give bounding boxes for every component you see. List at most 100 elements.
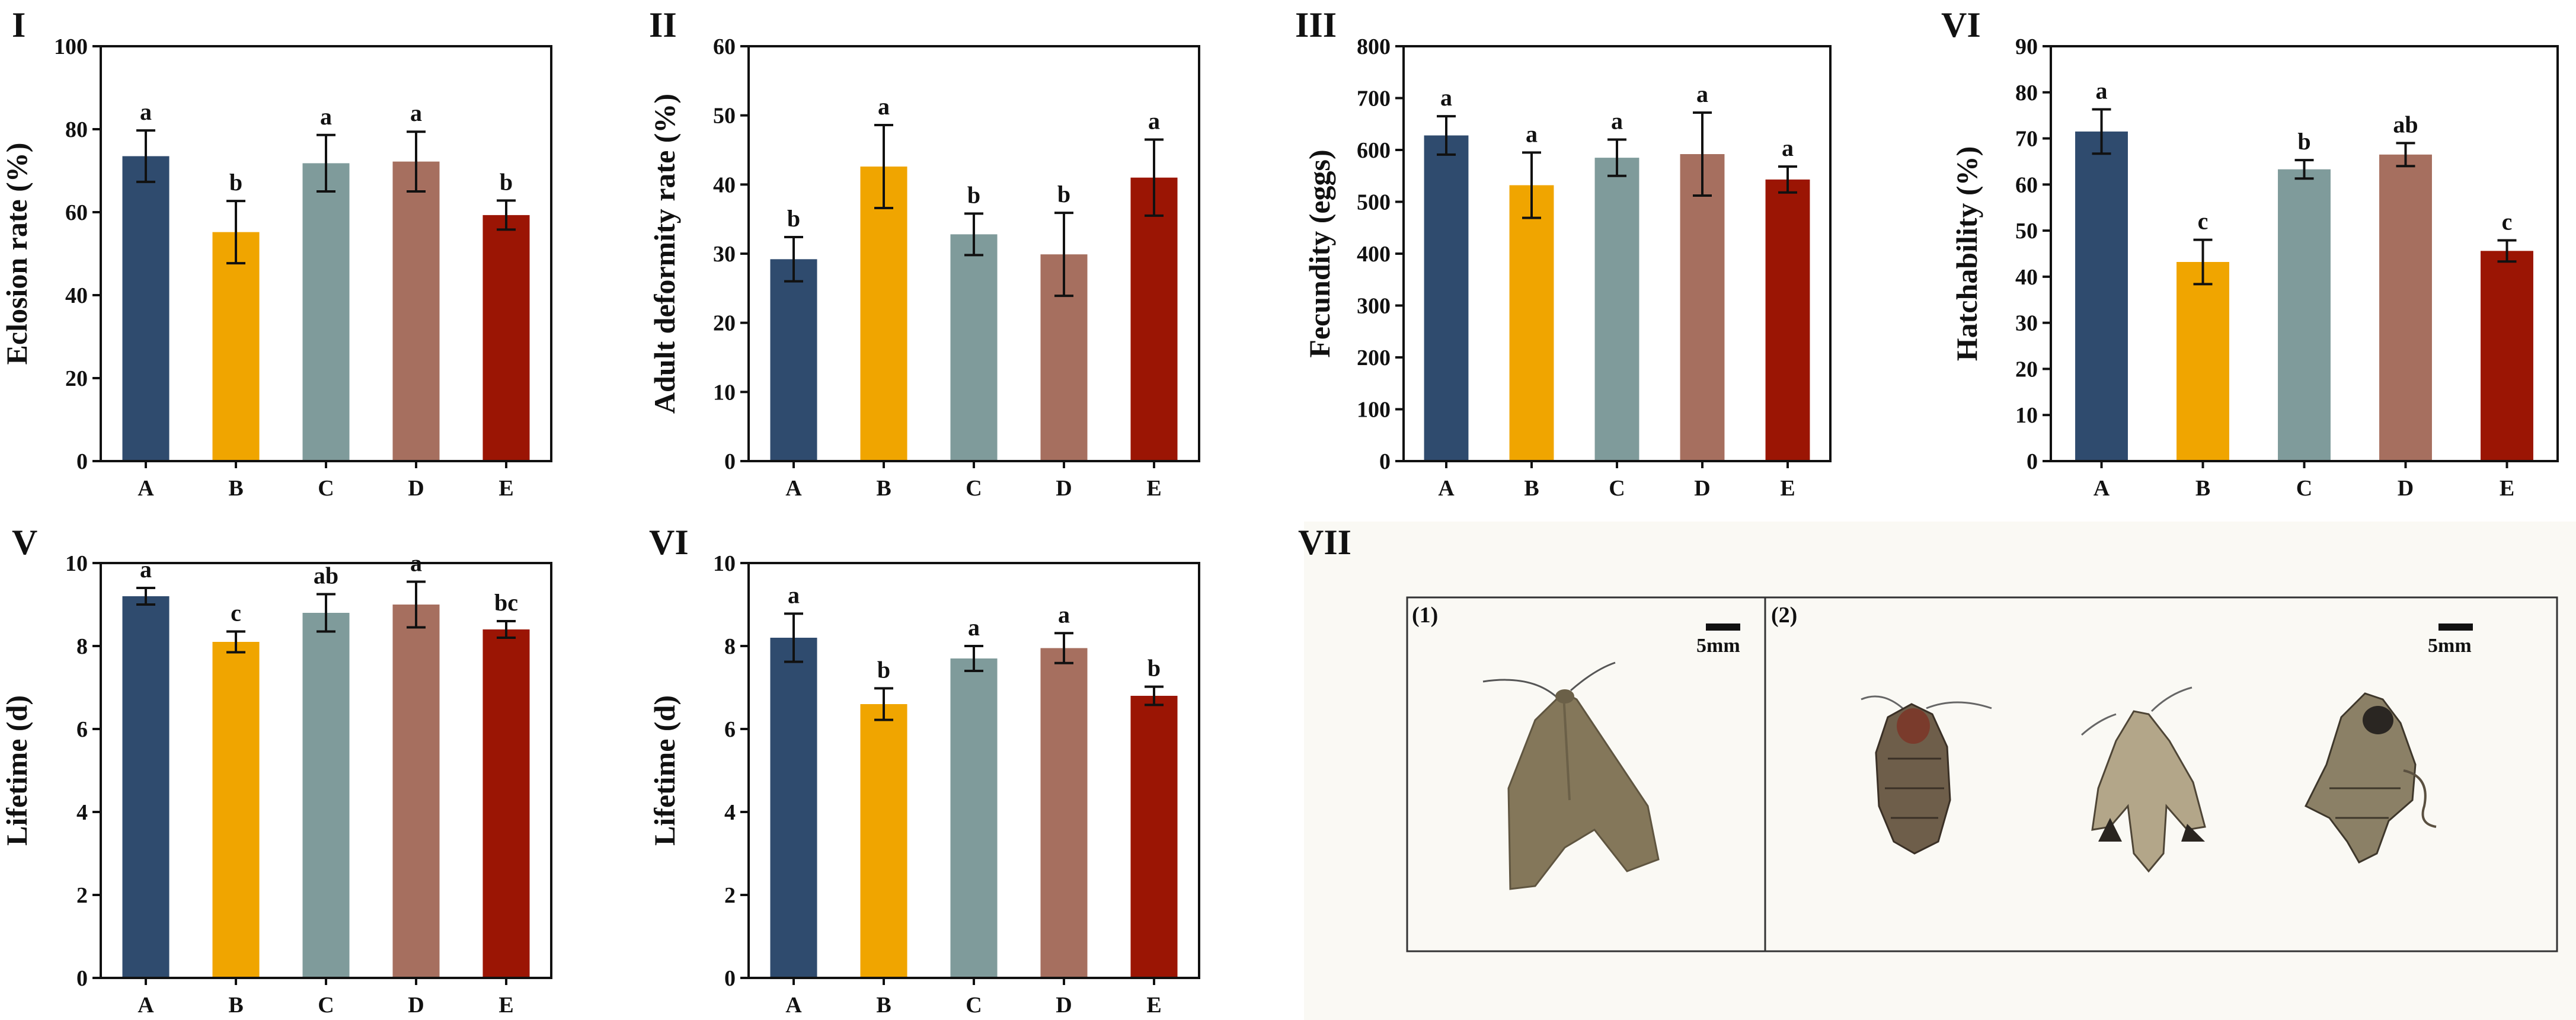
x-tick-label-E: E: [1146, 476, 1161, 501]
bar-D: [2379, 154, 2432, 461]
y-axis-title: Lifetime (d): [648, 695, 681, 846]
y-tick-label: 0: [2027, 449, 2038, 474]
y-tick-label: 40: [713, 172, 736, 197]
bar-B: [2177, 262, 2229, 461]
bar-D: [392, 605, 440, 978]
y-tick-label: 50: [2015, 219, 2038, 244]
bar-C: [2278, 169, 2331, 461]
y-axis-title: Adult deformity rate (%): [648, 94, 681, 414]
significance-label-E: a: [1148, 108, 1160, 135]
x-tick-label-C: C: [966, 993, 982, 1018]
bar-A: [122, 596, 170, 978]
panel-label: I: [12, 5, 25, 44]
panel-label: II: [649, 5, 677, 44]
significance-label-C: b: [2297, 128, 2310, 155]
bar-B: [1509, 185, 1554, 461]
x-tick-label-A: A: [138, 476, 154, 501]
y-tick-label: 0: [76, 449, 88, 474]
y-tick-label: 800: [1357, 34, 1391, 59]
x-tick-label-D: D: [1056, 993, 1072, 1018]
significance-label-E: b: [1148, 655, 1161, 682]
photo-frame: [1406, 596, 2558, 952]
y-tick-label: 60: [2015, 172, 2038, 197]
x-tick-label-A: A: [785, 993, 802, 1018]
bar-D: [1680, 154, 1725, 461]
bar-B: [860, 167, 907, 461]
plot-frame: [100, 562, 552, 979]
x-tick-label-C: C: [966, 476, 982, 501]
x-tick-label-C: C: [318, 476, 334, 501]
significance-label-E: bc: [494, 589, 518, 616]
bar-C: [1594, 158, 1639, 461]
y-tick-label: 300: [1357, 294, 1391, 319]
y-tick-label: 0: [1379, 449, 1391, 474]
moth-deformed-2-illustration: [2081, 686, 2206, 873]
y-tick-label: 6: [76, 717, 88, 742]
chart-6: VI 0 2 4 6 8 10 Lifetime (d) a Ab Ba Ca Db E: [648, 523, 1200, 1018]
photo-label-1: (1): [1412, 603, 1438, 628]
significance-label-D: a: [1696, 81, 1708, 107]
x-tick-label-D: D: [408, 993, 424, 1018]
y-tick-label: 70: [2015, 127, 2038, 152]
panel-label-VII: VII: [1298, 523, 1351, 562]
significance-label-E: a: [1782, 135, 1794, 161]
bar-E: [1130, 177, 1178, 461]
bar-B: [860, 704, 907, 978]
x-tick-label-B: B: [1524, 476, 1539, 501]
panel-label: VI: [649, 523, 689, 562]
y-tick-label: 8: [724, 634, 736, 659]
y-axis-title: Eclosion rate (%): [0, 143, 33, 365]
y-tick-label: 60: [713, 34, 736, 59]
y-tick-label: 200: [1357, 346, 1391, 370]
y-axis-title: Hatchability (%): [1950, 146, 1983, 361]
y-tick-label: 100: [54, 34, 88, 59]
y-tick-label: 10: [65, 551, 88, 576]
significance-label-A: a: [1440, 84, 1452, 111]
bar-E: [482, 629, 530, 978]
significance-label-B: b: [229, 169, 242, 196]
significance-label-E: c: [2502, 208, 2513, 235]
x-tick-label-D: D: [408, 476, 424, 501]
significance-label-B: c: [231, 600, 241, 626]
moth-normal-illustration: [1482, 661, 1660, 890]
bar-A: [770, 259, 817, 461]
y-tick-label: 6: [724, 717, 736, 742]
bar-C: [302, 163, 350, 461]
scale-bar-right: [2438, 623, 2473, 631]
significance-label-C: a: [968, 614, 980, 641]
y-tick-label: 10: [713, 551, 736, 576]
significance-label-A: a: [788, 581, 800, 608]
y-tick-label: 80: [2015, 81, 2038, 105]
x-tick-label-B: B: [876, 476, 891, 501]
y-tick-label: 40: [65, 283, 88, 308]
y-tick-label: 100: [1357, 398, 1391, 423]
x-tick-label-D: D: [2398, 476, 2414, 501]
chart-1: I 0 20 40 60 80 100 Eclosion rate (%) a Ab Ba Ca Db E: [0, 5, 552, 501]
y-tick-label: 0: [76, 966, 88, 991]
x-tick-label-C: C: [2296, 476, 2312, 501]
significance-label-C: a: [1611, 108, 1623, 135]
y-tick-label: 0: [724, 966, 736, 991]
bar-A: [1424, 135, 1469, 461]
y-tick-label: 30: [2015, 311, 2038, 336]
plot-frame: [100, 45, 552, 462]
y-tick-label: 90: [2015, 34, 2038, 59]
plot-frame: [2050, 45, 2559, 462]
y-tick-label: 600: [1357, 138, 1391, 163]
bar-E: [2481, 251, 2533, 461]
plot-frame: [747, 45, 1200, 462]
y-tick-label: 80: [65, 117, 88, 142]
plot-frame: [747, 562, 1200, 979]
bar-A: [2075, 131, 2128, 461]
scale-label-left: 5mm: [1696, 635, 1740, 657]
y-tick-label: 700: [1357, 87, 1391, 111]
significance-label-C: a: [320, 103, 332, 130]
significance-label-D: ab: [2393, 111, 2418, 138]
significance-label-B: a: [1526, 120, 1538, 147]
x-tick-label-E: E: [498, 993, 513, 1018]
panel-label: III: [1295, 5, 1337, 44]
y-tick-label: 8: [76, 634, 88, 659]
y-axis-title: Lifetime (d): [0, 695, 33, 846]
y-tick-label: 4: [76, 800, 88, 825]
